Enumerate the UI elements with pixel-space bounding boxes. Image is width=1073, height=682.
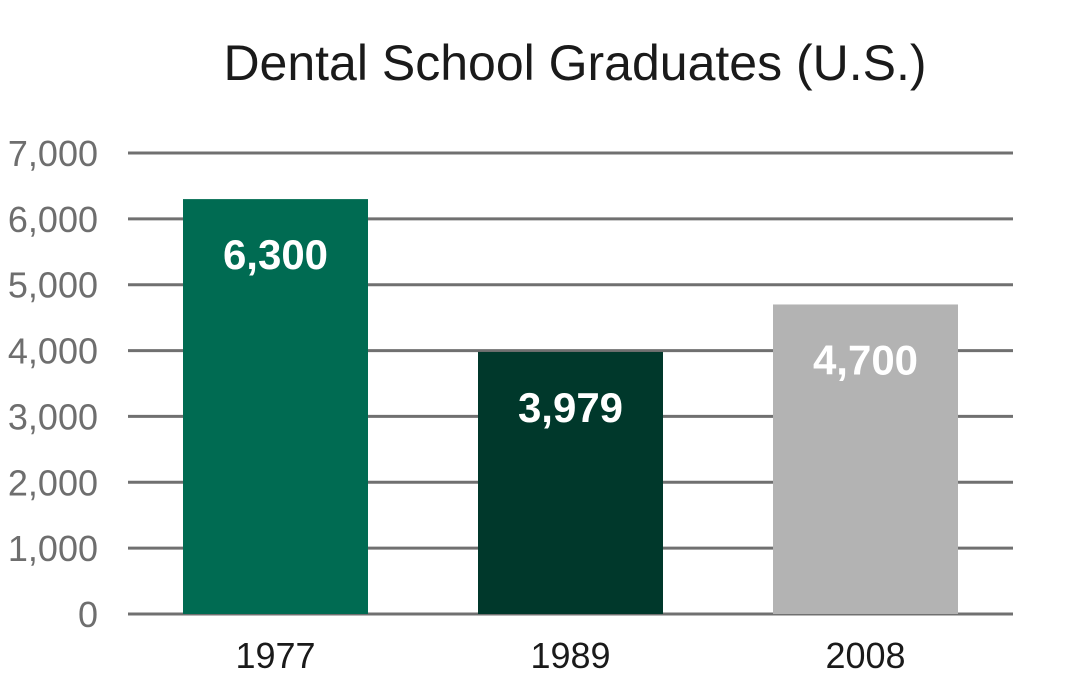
y-tick-label: 1,000 — [8, 528, 98, 569]
data-labels: 6,300 3,979 4,700 — [223, 231, 918, 431]
y-axis-tick-labels: 0 1,000 2,000 3,000 4,000 5,000 6,000 7,000 — [8, 133, 98, 635]
x-tick-label-2008: 2008 — [825, 635, 905, 676]
y-tick-label: 5,000 — [8, 265, 98, 306]
y-tick-label: 7,000 — [8, 133, 98, 174]
x-tick-label-1977: 1977 — [235, 635, 315, 676]
chart-title: Dental School Graduates (U.S.) — [223, 35, 926, 91]
x-axis-category-labels: 1977 1989 2008 — [235, 635, 905, 676]
bar-2008 — [773, 304, 958, 614]
y-tick-label: 0 — [78, 594, 98, 635]
data-label-1989: 3,979 — [518, 384, 623, 431]
bar-1977 — [183, 199, 368, 614]
y-tick-label: 4,000 — [8, 331, 98, 372]
y-tick-label: 3,000 — [8, 396, 98, 437]
y-tick-label: 6,000 — [8, 199, 98, 240]
bar-1989 — [478, 351, 663, 614]
data-label-2008: 4,700 — [813, 336, 918, 383]
x-tick-label-1989: 1989 — [530, 635, 610, 676]
y-tick-label: 2,000 — [8, 462, 98, 503]
data-label-1977: 6,300 — [223, 231, 328, 278]
bars — [183, 199, 958, 614]
